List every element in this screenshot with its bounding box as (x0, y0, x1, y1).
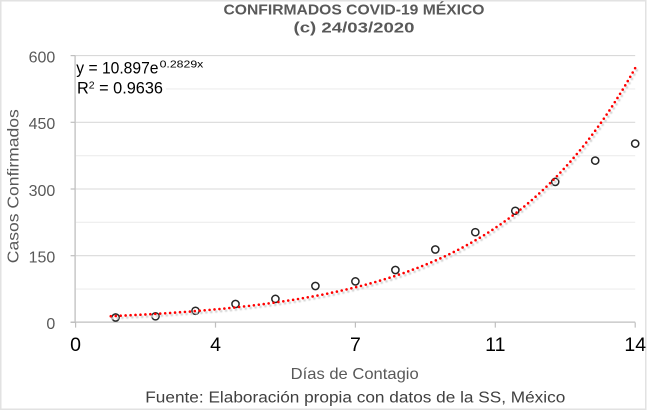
svg-text:4: 4 (210, 334, 221, 356)
svg-text:Fuente: Elaboración propia con: Fuente: Elaboración propia con datos de … (145, 389, 565, 406)
svg-text:Casos Confirmados: Casos Confirmados (6, 109, 23, 263)
svg-text:0: 0 (70, 334, 81, 356)
svg-text:(c) 24/03/2020: (c) 24/03/2020 (294, 19, 415, 36)
svg-text:R2 = 0.9636: R2 = 0.9636 (77, 79, 163, 97)
svg-text:450: 450 (29, 116, 56, 133)
svg-text:y = 10.897e: y = 10.897e (76, 59, 158, 77)
svg-text:0: 0 (46, 316, 55, 333)
svg-text:7: 7 (350, 334, 361, 356)
svg-text:300: 300 (29, 183, 56, 200)
svg-text:0.2829x: 0.2829x (160, 59, 205, 71)
svg-text:150: 150 (29, 250, 56, 267)
svg-text:CONFIRMADOS COVID-19 MÉXICO: CONFIRMADOS COVID-19 MÉXICO (224, 1, 485, 18)
svg-text:11: 11 (485, 334, 505, 356)
svg-text:600: 600 (29, 49, 56, 66)
svg-text:Días de Contagio: Días de Contagio (291, 366, 419, 383)
svg-text:14: 14 (624, 334, 646, 356)
